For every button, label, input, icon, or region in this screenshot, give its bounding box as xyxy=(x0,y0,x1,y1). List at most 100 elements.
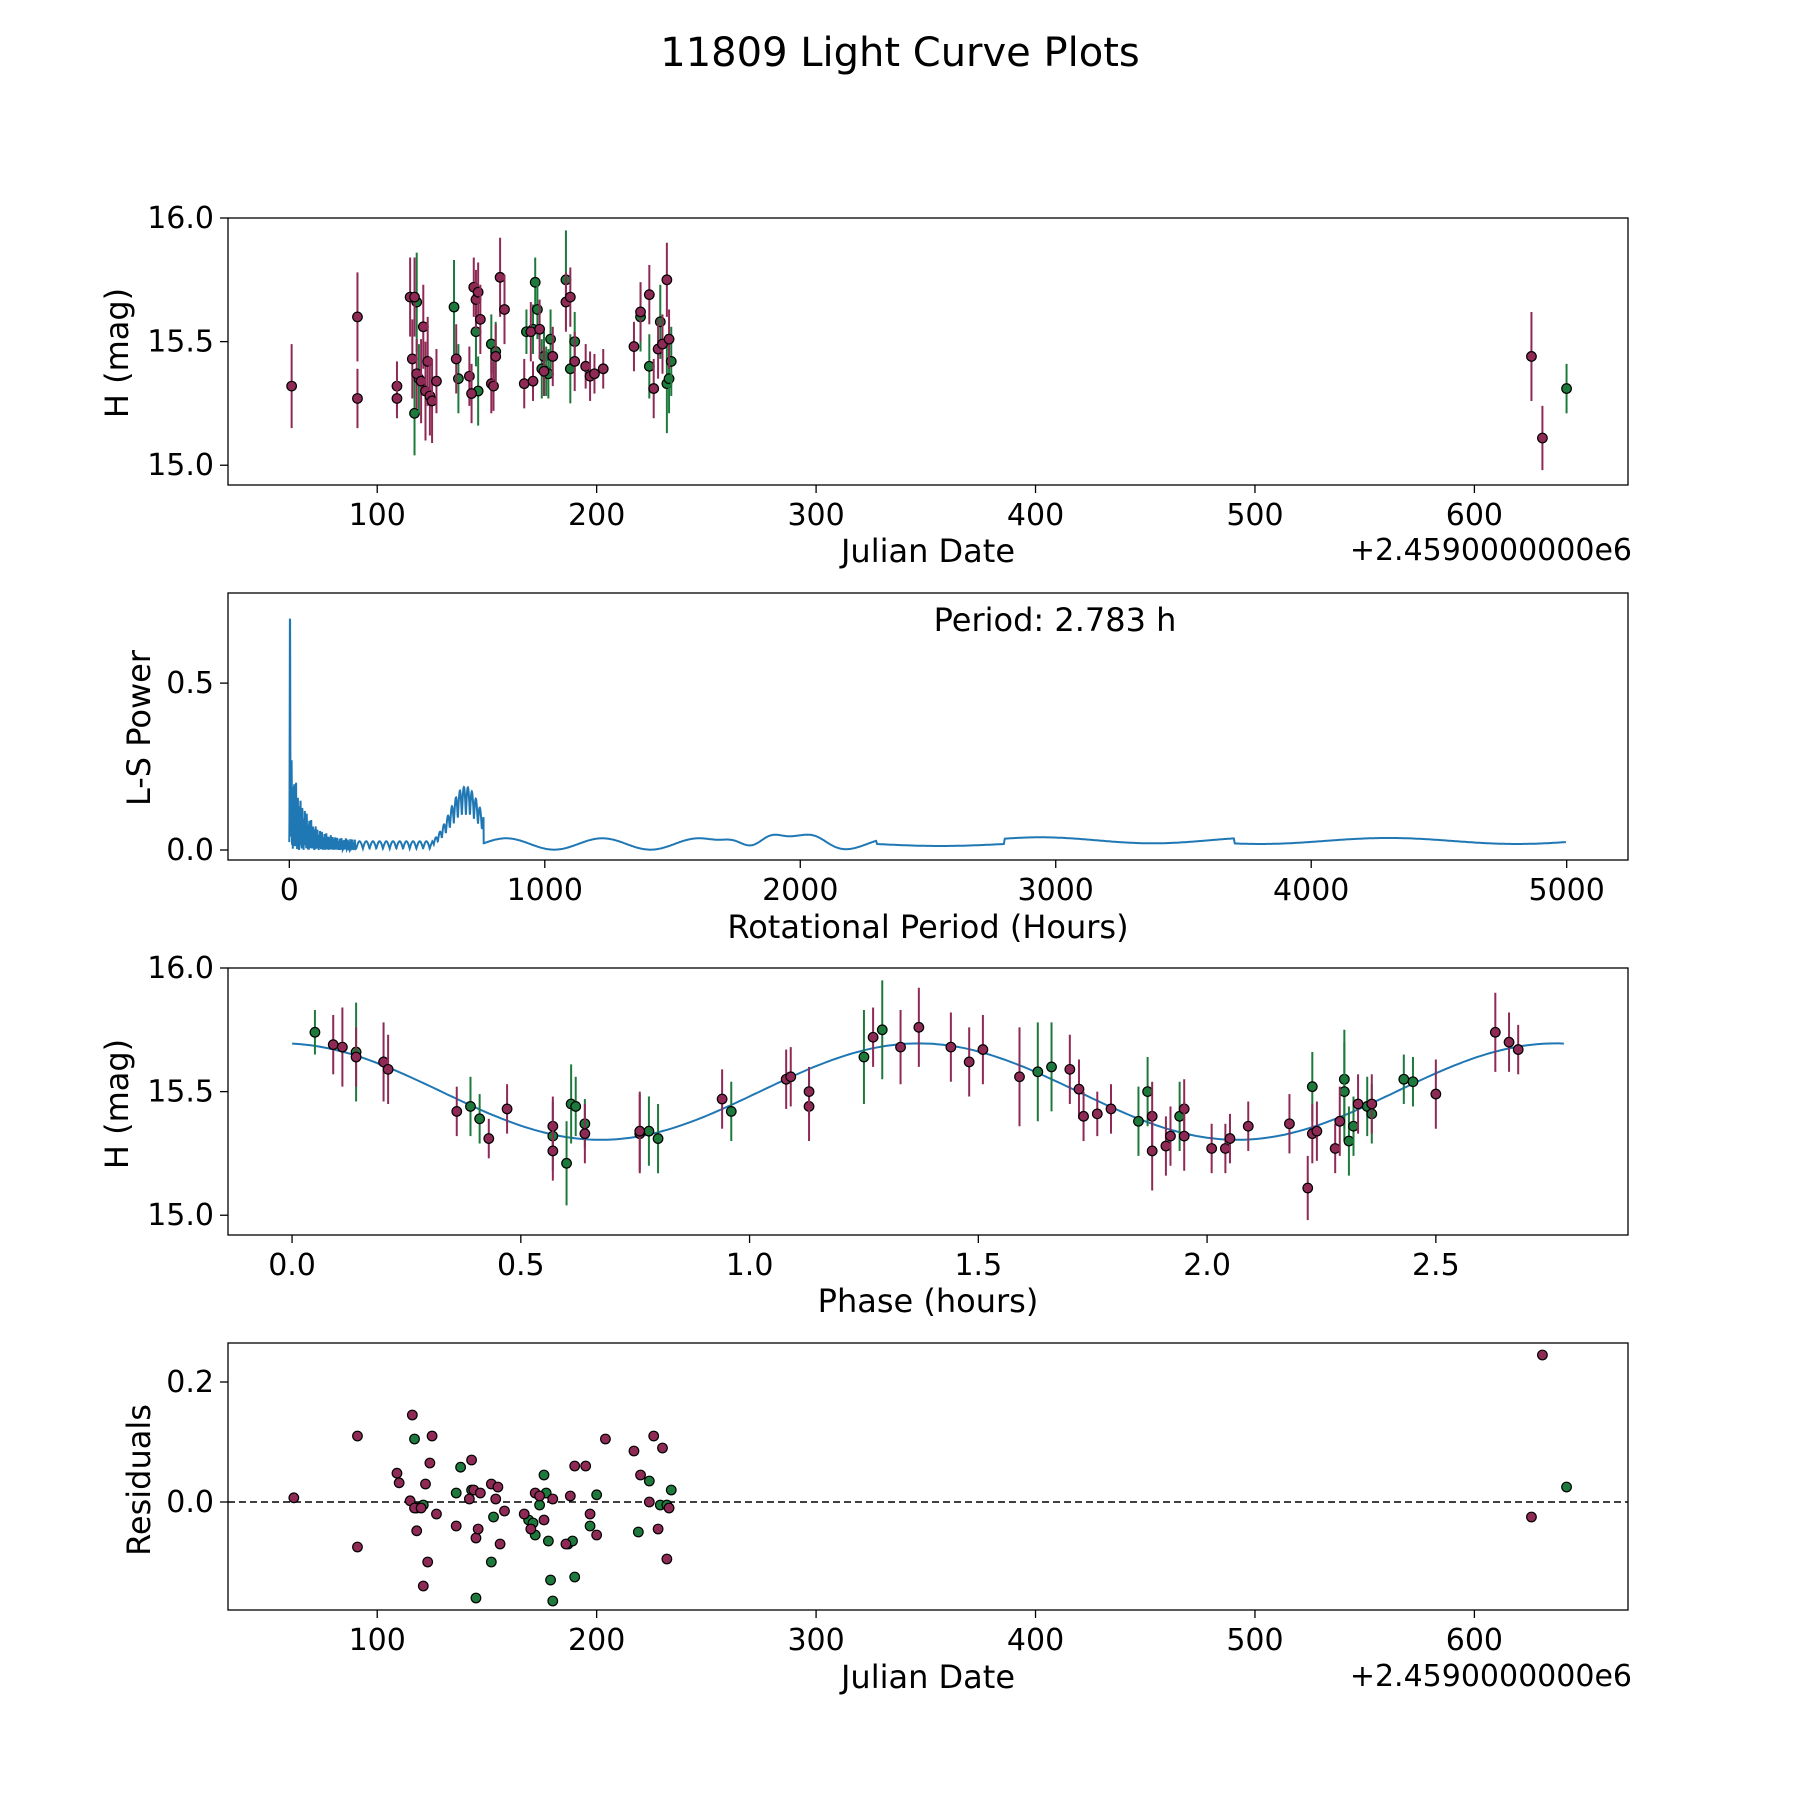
residuals-frame xyxy=(227,1342,1629,1611)
periodogram-y-tick-label: 0.0 xyxy=(166,833,214,868)
light-curve-point xyxy=(417,321,429,333)
phased-curve-point xyxy=(945,1041,957,1053)
light-curve-point xyxy=(589,368,600,380)
light-curve-y-tick-label: 16.0 xyxy=(147,201,214,236)
light-curve-frame xyxy=(227,217,1629,486)
phased-curve-y-tick-label: 16.0 xyxy=(147,951,214,986)
residuals-point xyxy=(470,1532,482,1544)
phased-curve-point xyxy=(579,1128,591,1140)
residuals-point xyxy=(352,1430,363,1442)
light-curve-point xyxy=(450,353,462,365)
light-curve-point xyxy=(463,370,475,382)
phased-curve-y-tick-label: 15.0 xyxy=(147,1198,214,1233)
residuals-point xyxy=(600,1433,611,1445)
phased-curve-point xyxy=(1142,1086,1154,1098)
phased-curve-point xyxy=(465,1101,476,1112)
light-curve-point xyxy=(499,304,510,315)
residuals-point xyxy=(663,1502,675,1514)
residuals-point xyxy=(657,1442,668,1454)
residuals-x-tick-label: 600 xyxy=(1446,1623,1503,1658)
periodogram-line xyxy=(288,618,1566,854)
phased-curve-series-green xyxy=(309,980,1419,1206)
residuals-x-tick-label: 300 xyxy=(787,1623,844,1658)
residuals-point xyxy=(406,1409,418,1421)
light-curve-point xyxy=(1537,432,1548,444)
phased-curve-point xyxy=(1503,1036,1515,1048)
phased-curve-x-tick-label: 0.0 xyxy=(268,1248,316,1283)
phased-curve-point xyxy=(1105,1103,1117,1115)
light-curve-point xyxy=(409,291,420,303)
figure-title: 11809 Light Curve Plots xyxy=(660,30,1139,76)
phased-curve-point xyxy=(876,1024,888,1036)
periodogram-frame xyxy=(227,592,1629,861)
light-curve-point xyxy=(490,351,502,362)
light-curve-point xyxy=(564,291,576,303)
light-curve-point xyxy=(474,313,486,325)
phased-curve-x-tick-label: 1.5 xyxy=(954,1248,1002,1283)
phased-curve-point xyxy=(1348,1120,1359,1132)
residuals-point xyxy=(534,1490,545,1502)
phased-curve-point xyxy=(1206,1143,1218,1154)
residuals-point xyxy=(1561,1481,1572,1493)
phased-curve-point xyxy=(1160,1140,1172,1152)
light-curve-y-tick-label: 15.5 xyxy=(147,325,214,360)
light-curve-point xyxy=(628,341,640,352)
residuals-point xyxy=(542,1535,554,1547)
phased-curve-point xyxy=(652,1133,664,1144)
periodogram-x-tick-label: 4000 xyxy=(1273,873,1349,908)
residuals-point xyxy=(564,1490,576,1502)
residuals-point xyxy=(485,1556,497,1568)
phased-curve-point xyxy=(1430,1088,1442,1100)
light-curve-point xyxy=(665,355,677,367)
residuals-point xyxy=(665,1484,677,1496)
light-curve-point xyxy=(545,333,556,345)
phased-curve-point xyxy=(1512,1044,1524,1055)
phased-curve-point xyxy=(1366,1098,1378,1110)
light-curve-point xyxy=(422,355,434,367)
phased-curve-point xyxy=(1334,1115,1346,1127)
light-curve-xlabel: Julian Date xyxy=(839,532,1015,570)
residuals-point xyxy=(569,1460,581,1472)
residuals-point xyxy=(584,1508,596,1520)
light-curve-point xyxy=(663,373,675,385)
periodogram-y-tick-label: 0.5 xyxy=(166,666,214,701)
residuals-point xyxy=(488,1511,499,1523)
residuals-point xyxy=(474,1487,486,1499)
phased-curve-x-tick-label: 1.0 xyxy=(726,1248,774,1283)
phased-fit-curve xyxy=(292,1042,1564,1141)
residuals-point xyxy=(518,1508,530,1520)
phased-curve-point xyxy=(1014,1071,1025,1083)
light-curve-point xyxy=(448,301,460,313)
light-curve-point xyxy=(488,380,499,392)
phased-curve-point xyxy=(1133,1115,1144,1127)
phased-curve-point xyxy=(382,1063,394,1075)
phased-curve-point xyxy=(474,1113,486,1125)
residuals-point xyxy=(643,1496,655,1508)
periodogram-x-tick-label: 0 xyxy=(280,873,299,908)
phased-curve-point xyxy=(1407,1076,1419,1088)
light-curve-point xyxy=(352,393,363,404)
light-curve-point xyxy=(663,333,675,345)
residuals-series-red xyxy=(288,1349,1548,1592)
phased-curve-point xyxy=(977,1044,989,1055)
periodogram-xlabel: Rotational Period (Hours) xyxy=(727,908,1128,946)
residuals-series-green xyxy=(409,1433,1572,1607)
residuals-point xyxy=(494,1538,506,1550)
phased-curve-point xyxy=(1329,1143,1341,1154)
period-annotation: Period: 2.783 h xyxy=(934,601,1177,639)
phased-curve-xlabel: Phase (hours) xyxy=(818,1282,1039,1320)
residuals-y-tick-label: 0.2 xyxy=(166,1365,214,1400)
light-curve-point xyxy=(391,393,403,404)
residuals-point xyxy=(545,1574,556,1586)
phased-curve-point xyxy=(501,1103,513,1115)
phased-curve-point xyxy=(1338,1086,1350,1098)
periodogram-x-tick-label: 1000 xyxy=(507,873,583,908)
residuals-point xyxy=(591,1529,603,1541)
phased-curve-point xyxy=(1398,1073,1410,1085)
light-curve-point xyxy=(654,316,666,328)
residuals-point xyxy=(393,1477,405,1489)
residuals-point xyxy=(352,1541,363,1553)
light-curve-point xyxy=(547,351,559,362)
periodogram-panel: Rotational Period (Hours) L-S Power Peri… xyxy=(120,592,1629,946)
